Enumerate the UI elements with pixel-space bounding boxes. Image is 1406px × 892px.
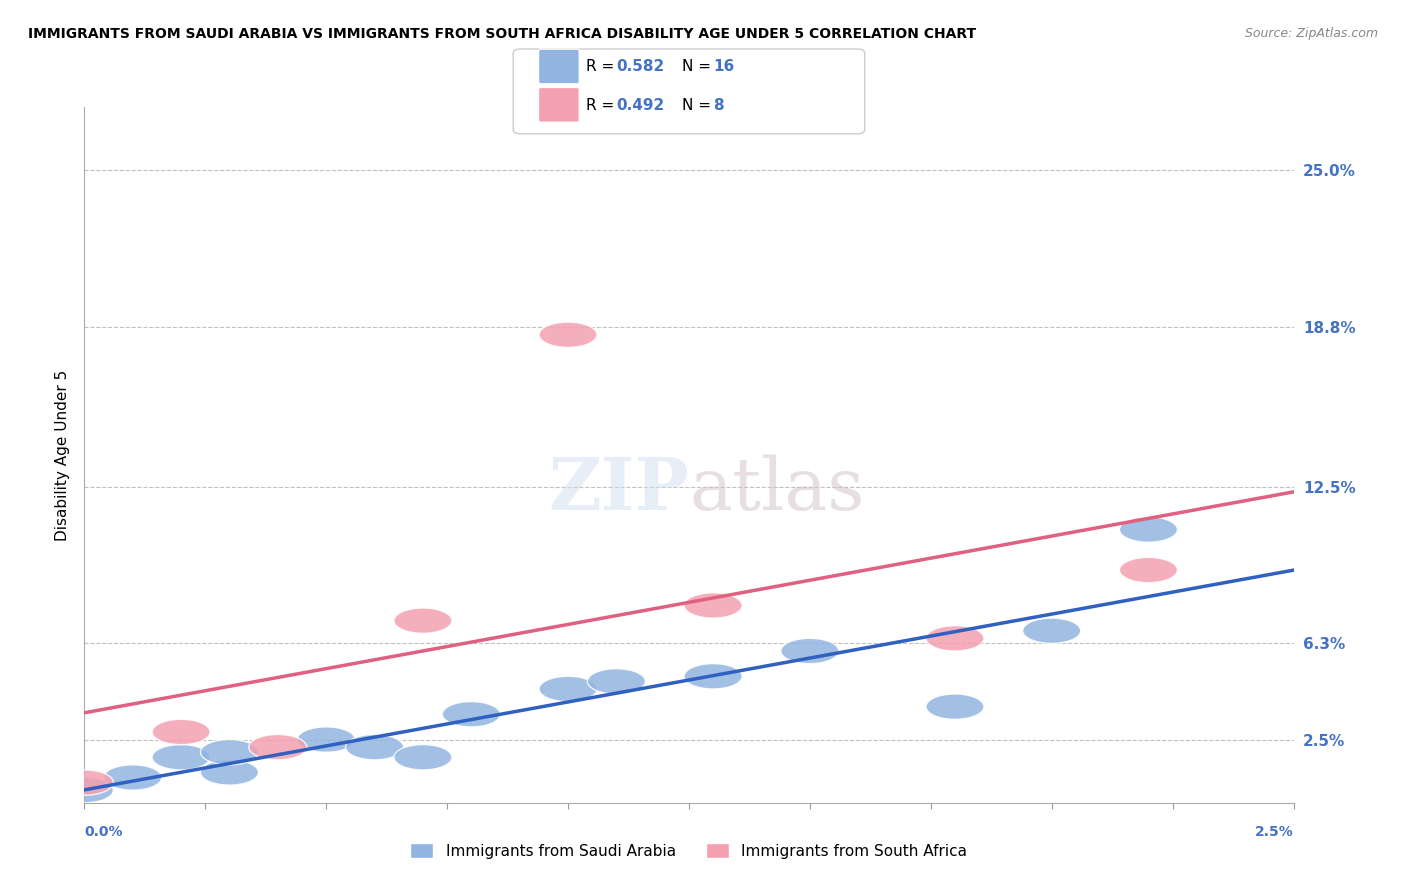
Text: Source: ZipAtlas.com: Source: ZipAtlas.com — [1244, 27, 1378, 40]
Text: 0.582: 0.582 — [616, 60, 664, 74]
Ellipse shape — [104, 764, 162, 790]
Text: 2.5%: 2.5% — [1254, 825, 1294, 839]
Ellipse shape — [538, 322, 598, 347]
Ellipse shape — [685, 593, 742, 618]
Ellipse shape — [1022, 618, 1081, 643]
Legend: Immigrants from Saudi Arabia, Immigrants from South Africa: Immigrants from Saudi Arabia, Immigrants… — [405, 837, 973, 864]
Text: N =: N = — [682, 98, 716, 112]
Ellipse shape — [927, 625, 984, 651]
Ellipse shape — [297, 727, 356, 752]
Text: 0.0%: 0.0% — [84, 825, 122, 839]
Ellipse shape — [538, 676, 598, 702]
Text: R =: R = — [586, 60, 620, 74]
Ellipse shape — [685, 664, 742, 689]
Text: 8: 8 — [713, 98, 724, 112]
Text: 0.492: 0.492 — [616, 98, 664, 112]
Text: N =: N = — [682, 60, 716, 74]
Ellipse shape — [394, 608, 451, 633]
Ellipse shape — [1119, 558, 1177, 582]
Ellipse shape — [588, 669, 645, 694]
Ellipse shape — [346, 734, 404, 760]
Ellipse shape — [55, 770, 114, 795]
Ellipse shape — [201, 760, 259, 785]
Ellipse shape — [55, 778, 114, 803]
Ellipse shape — [394, 745, 451, 770]
Ellipse shape — [780, 639, 839, 664]
Ellipse shape — [1119, 516, 1177, 542]
Ellipse shape — [927, 694, 984, 719]
Text: R =: R = — [586, 98, 620, 112]
Y-axis label: Disability Age Under 5: Disability Age Under 5 — [55, 369, 70, 541]
Ellipse shape — [443, 702, 501, 727]
Text: atlas: atlas — [689, 454, 865, 525]
Text: ZIP: ZIP — [548, 454, 689, 525]
Text: IMMIGRANTS FROM SAUDI ARABIA VS IMMIGRANTS FROM SOUTH AFRICA DISABILITY AGE UNDE: IMMIGRANTS FROM SAUDI ARABIA VS IMMIGRAN… — [28, 27, 976, 41]
Ellipse shape — [201, 739, 259, 764]
Ellipse shape — [249, 734, 307, 760]
Ellipse shape — [152, 745, 209, 770]
Text: 16: 16 — [713, 60, 734, 74]
Ellipse shape — [152, 719, 209, 745]
